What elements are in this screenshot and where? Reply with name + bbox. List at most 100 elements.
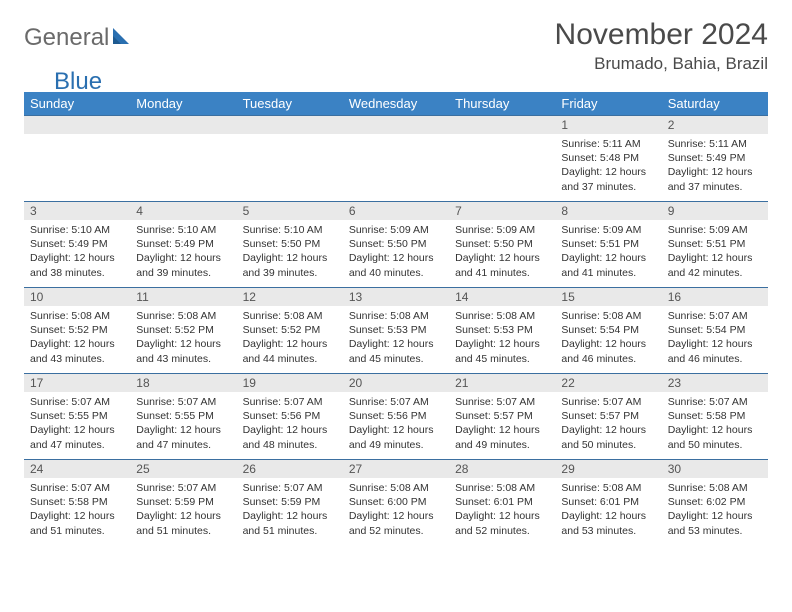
day-body: Sunrise: 5:09 AMSunset: 5:51 PMDaylight:… <box>662 220 768 284</box>
day-number: 19 <box>237 374 343 392</box>
day-number: 14 <box>449 288 555 306</box>
day-body: Sunrise: 5:11 AMSunset: 5:48 PMDaylight:… <box>555 134 661 198</box>
day-number: 17 <box>24 374 130 392</box>
day-number: 9 <box>662 202 768 220</box>
day-body: Sunrise: 5:08 AMSunset: 5:52 PMDaylight:… <box>24 306 130 370</box>
calendar-cell <box>130 116 236 202</box>
day-body: Sunrise: 5:07 AMSunset: 5:55 PMDaylight:… <box>24 392 130 456</box>
day-body: Sunrise: 5:07 AMSunset: 5:58 PMDaylight:… <box>24 478 130 542</box>
day-number: 12 <box>237 288 343 306</box>
calendar-cell <box>237 116 343 202</box>
day-body <box>343 134 449 141</box>
day-body: Sunrise: 5:07 AMSunset: 5:57 PMDaylight:… <box>555 392 661 456</box>
day-number: 26 <box>237 460 343 478</box>
day-body: Sunrise: 5:08 AMSunset: 6:01 PMDaylight:… <box>555 478 661 542</box>
day-body <box>449 134 555 141</box>
day-number: 23 <box>662 374 768 392</box>
calendar-cell: 23Sunrise: 5:07 AMSunset: 5:58 PMDayligh… <box>662 374 768 460</box>
calendar-cell: 13Sunrise: 5:08 AMSunset: 5:53 PMDayligh… <box>343 288 449 374</box>
day-number: 27 <box>343 460 449 478</box>
day-number: 15 <box>555 288 661 306</box>
day-number: 5 <box>237 202 343 220</box>
day-body: Sunrise: 5:08 AMSunset: 5:53 PMDaylight:… <box>449 306 555 370</box>
calendar-cell: 24Sunrise: 5:07 AMSunset: 5:58 PMDayligh… <box>24 460 130 546</box>
calendar-row: 24Sunrise: 5:07 AMSunset: 5:58 PMDayligh… <box>24 460 768 546</box>
logo-word-2: Blue <box>54 68 792 96</box>
day-number: 2 <box>662 116 768 134</box>
calendar-cell: 18Sunrise: 5:07 AMSunset: 5:55 PMDayligh… <box>130 374 236 460</box>
calendar-cell: 12Sunrise: 5:08 AMSunset: 5:52 PMDayligh… <box>237 288 343 374</box>
calendar-cell: 30Sunrise: 5:08 AMSunset: 6:02 PMDayligh… <box>662 460 768 546</box>
day-number: 4 <box>130 202 236 220</box>
calendar-cell: 6Sunrise: 5:09 AMSunset: 5:50 PMDaylight… <box>343 202 449 288</box>
day-number: 24 <box>24 460 130 478</box>
calendar-row: 10Sunrise: 5:08 AMSunset: 5:52 PMDayligh… <box>24 288 768 374</box>
calendar-cell: 10Sunrise: 5:08 AMSunset: 5:52 PMDayligh… <box>24 288 130 374</box>
day-body: Sunrise: 5:07 AMSunset: 5:55 PMDaylight:… <box>130 392 236 456</box>
day-number: 3 <box>24 202 130 220</box>
day-number <box>449 116 555 134</box>
day-body: Sunrise: 5:09 AMSunset: 5:50 PMDaylight:… <box>449 220 555 284</box>
calendar-cell: 8Sunrise: 5:09 AMSunset: 5:51 PMDaylight… <box>555 202 661 288</box>
day-number <box>24 116 130 134</box>
calendar-cell: 9Sunrise: 5:09 AMSunset: 5:51 PMDaylight… <box>662 202 768 288</box>
day-body: Sunrise: 5:10 AMSunset: 5:49 PMDaylight:… <box>130 220 236 284</box>
calendar-cell: 14Sunrise: 5:08 AMSunset: 5:53 PMDayligh… <box>449 288 555 374</box>
calendar-cell <box>24 116 130 202</box>
month-title: November 2024 <box>555 18 768 52</box>
calendar-cell: 11Sunrise: 5:08 AMSunset: 5:52 PMDayligh… <box>130 288 236 374</box>
calendar-cell: 29Sunrise: 5:08 AMSunset: 6:01 PMDayligh… <box>555 460 661 546</box>
logo-word-1: General <box>24 24 109 52</box>
logo: General <box>24 24 139 52</box>
day-body: Sunrise: 5:08 AMSunset: 6:00 PMDaylight:… <box>343 478 449 542</box>
day-number: 18 <box>130 374 236 392</box>
calendar-body: 1Sunrise: 5:11 AMSunset: 5:48 PMDaylight… <box>24 116 768 546</box>
day-number: 13 <box>343 288 449 306</box>
day-body: Sunrise: 5:08 AMSunset: 5:52 PMDaylight:… <box>130 306 236 370</box>
calendar-cell: 3Sunrise: 5:10 AMSunset: 5:49 PMDaylight… <box>24 202 130 288</box>
day-body: Sunrise: 5:07 AMSunset: 5:56 PMDaylight:… <box>237 392 343 456</box>
title-block: November 2024 Brumado, Bahia, Brazil <box>555 18 768 74</box>
day-body: Sunrise: 5:10 AMSunset: 5:49 PMDaylight:… <box>24 220 130 284</box>
calendar-cell: 22Sunrise: 5:07 AMSunset: 5:57 PMDayligh… <box>555 374 661 460</box>
calendar-cell: 25Sunrise: 5:07 AMSunset: 5:59 PMDayligh… <box>130 460 236 546</box>
day-body: Sunrise: 5:07 AMSunset: 5:59 PMDaylight:… <box>130 478 236 542</box>
day-number: 22 <box>555 374 661 392</box>
calendar-cell: 16Sunrise: 5:07 AMSunset: 5:54 PMDayligh… <box>662 288 768 374</box>
day-number: 7 <box>449 202 555 220</box>
day-body: Sunrise: 5:09 AMSunset: 5:50 PMDaylight:… <box>343 220 449 284</box>
day-body <box>24 134 130 141</box>
calendar-cell: 27Sunrise: 5:08 AMSunset: 6:00 PMDayligh… <box>343 460 449 546</box>
day-number: 1 <box>555 116 661 134</box>
day-body <box>237 134 343 141</box>
calendar-cell: 26Sunrise: 5:07 AMSunset: 5:59 PMDayligh… <box>237 460 343 546</box>
day-number: 25 <box>130 460 236 478</box>
day-number: 16 <box>662 288 768 306</box>
calendar-cell: 17Sunrise: 5:07 AMSunset: 5:55 PMDayligh… <box>24 374 130 460</box>
day-number: 6 <box>343 202 449 220</box>
day-number <box>130 116 236 134</box>
day-number: 20 <box>343 374 449 392</box>
day-body: Sunrise: 5:08 AMSunset: 6:02 PMDaylight:… <box>662 478 768 542</box>
calendar-cell <box>343 116 449 202</box>
calendar-cell: 1Sunrise: 5:11 AMSunset: 5:48 PMDaylight… <box>555 116 661 202</box>
calendar-cell: 21Sunrise: 5:07 AMSunset: 5:57 PMDayligh… <box>449 374 555 460</box>
day-number <box>237 116 343 134</box>
calendar-cell: 19Sunrise: 5:07 AMSunset: 5:56 PMDayligh… <box>237 374 343 460</box>
calendar-row: 3Sunrise: 5:10 AMSunset: 5:49 PMDaylight… <box>24 202 768 288</box>
calendar-cell: 20Sunrise: 5:07 AMSunset: 5:56 PMDayligh… <box>343 374 449 460</box>
calendar-cell: 4Sunrise: 5:10 AMSunset: 5:49 PMDaylight… <box>130 202 236 288</box>
day-body: Sunrise: 5:07 AMSunset: 5:59 PMDaylight:… <box>237 478 343 542</box>
day-number: 8 <box>555 202 661 220</box>
calendar-cell: 15Sunrise: 5:08 AMSunset: 5:54 PMDayligh… <box>555 288 661 374</box>
calendar-row: 17Sunrise: 5:07 AMSunset: 5:55 PMDayligh… <box>24 374 768 460</box>
calendar-table: Sunday Monday Tuesday Wednesday Thursday… <box>24 92 768 546</box>
day-number: 11 <box>130 288 236 306</box>
logo-sail-icon <box>111 26 137 51</box>
day-body: Sunrise: 5:11 AMSunset: 5:49 PMDaylight:… <box>662 134 768 198</box>
day-number: 28 <box>449 460 555 478</box>
calendar-cell: 7Sunrise: 5:09 AMSunset: 5:50 PMDaylight… <box>449 202 555 288</box>
day-body: Sunrise: 5:07 AMSunset: 5:56 PMDaylight:… <box>343 392 449 456</box>
calendar-cell: 28Sunrise: 5:08 AMSunset: 6:01 PMDayligh… <box>449 460 555 546</box>
day-body: Sunrise: 5:07 AMSunset: 5:54 PMDaylight:… <box>662 306 768 370</box>
